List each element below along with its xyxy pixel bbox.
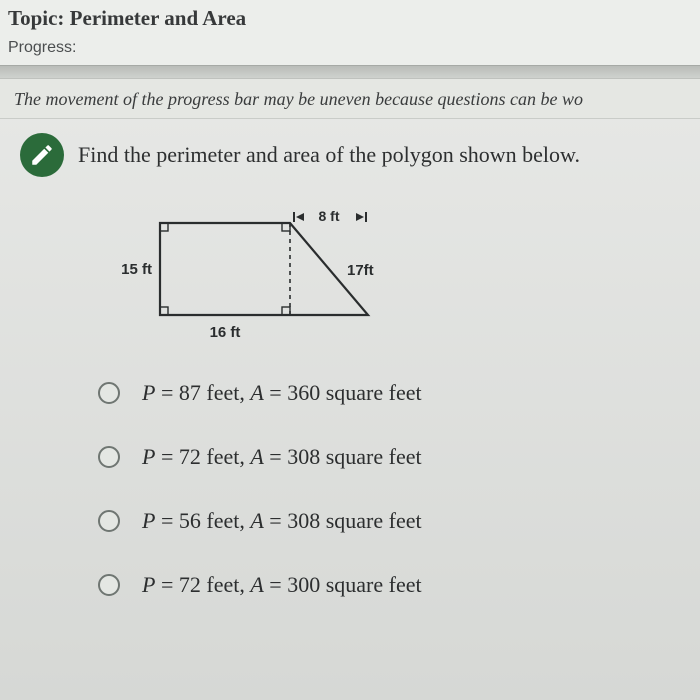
opt-d-Pu: feet xyxy=(206,572,239,597)
options-list: P = 87 feet, A = 360 square feet P = 72 … xyxy=(20,380,680,598)
opt-c-A: 308 xyxy=(287,508,320,533)
svg-text:17ft: 17ft xyxy=(347,262,374,279)
option-c[interactable]: P = 56 feet, A = 308 square feet xyxy=(98,508,680,534)
opt-c-P: 56 xyxy=(179,508,201,533)
option-a-text: P = 87 feet, A = 360 square feet xyxy=(142,380,422,406)
opt-a-P: 87 xyxy=(179,380,201,405)
opt-c-Au: square feet xyxy=(326,508,422,533)
opt-d-A: 300 xyxy=(287,572,320,597)
quiz-screen: Topic: Perimeter and Area Progress: The … xyxy=(0,0,700,700)
svg-text:15 ft: 15 ft xyxy=(121,261,152,278)
radio-d[interactable] xyxy=(98,574,120,596)
content: Find the perimeter and area of the polyg… xyxy=(0,119,700,646)
opt-b-Au: square feet xyxy=(326,444,422,469)
topic-label: Topic: xyxy=(8,6,64,30)
opt-a-Au: square feet xyxy=(326,380,422,405)
topic-line: Topic: Perimeter and Area xyxy=(8,6,690,31)
radio-a[interactable] xyxy=(98,382,120,404)
polygon-svg: 8 ft 15 ft 16 ft 17ft xyxy=(120,203,420,353)
progress-hint: The movement of the progress bar may be … xyxy=(0,79,700,119)
option-a[interactable]: P = 87 feet, A = 360 square feet xyxy=(98,380,680,406)
opt-d-P: 72 xyxy=(179,572,201,597)
opt-a-A: 360 xyxy=(287,380,320,405)
option-d-text: P = 72 feet, A = 300 square feet xyxy=(142,572,422,598)
radio-b[interactable] xyxy=(98,446,120,468)
figure: 8 ft 15 ft 16 ft 17ft xyxy=(20,195,680,380)
question-row: Find the perimeter and area of the polyg… xyxy=(20,133,680,177)
opt-d-Au: square feet xyxy=(326,572,422,597)
opt-a-Pu: feet xyxy=(206,380,239,405)
progress-bar xyxy=(0,65,700,79)
opt-b-P: 72 xyxy=(179,444,201,469)
option-b-text: P = 72 feet, A = 308 square feet xyxy=(142,444,422,470)
radio-c[interactable] xyxy=(98,510,120,532)
question-text: Find the perimeter and area of the polyg… xyxy=(78,142,580,168)
opt-b-A: 308 xyxy=(287,444,320,469)
topic-value: Perimeter and Area xyxy=(70,6,247,30)
header: Topic: Perimeter and Area Progress: xyxy=(0,0,700,65)
progress-label: Progress: xyxy=(8,39,690,57)
option-c-text: P = 56 feet, A = 308 square feet xyxy=(142,508,422,534)
svg-text:8 ft: 8 ft xyxy=(319,208,340,224)
option-d[interactable]: P = 72 feet, A = 300 square feet xyxy=(98,572,680,598)
pencil-icon xyxy=(20,133,64,177)
svg-text:16 ft: 16 ft xyxy=(210,324,241,341)
opt-b-Pu: feet xyxy=(206,444,239,469)
opt-c-Pu: feet xyxy=(206,508,239,533)
option-b[interactable]: P = 72 feet, A = 308 square feet xyxy=(98,444,680,470)
